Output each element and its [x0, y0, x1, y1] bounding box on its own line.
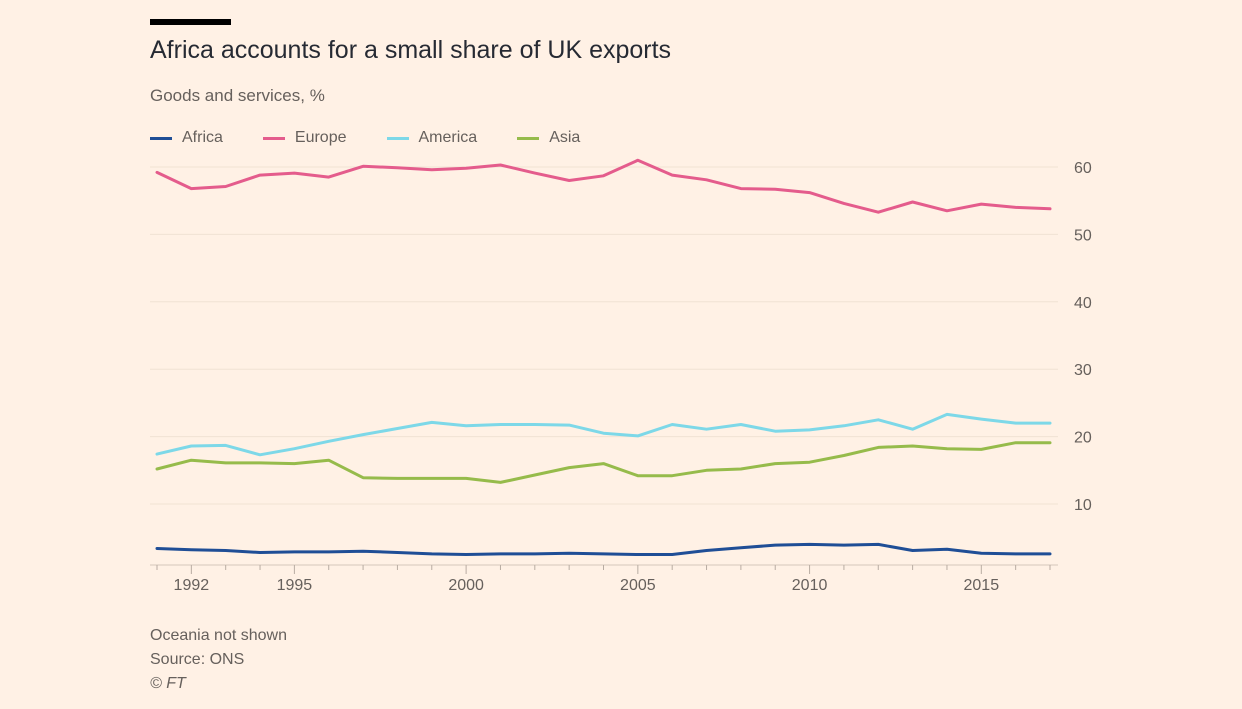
x-tick-label-2015: 2015 [964, 577, 1000, 594]
legend-swatch-asia [517, 136, 540, 140]
legend-swatch-europe [262, 136, 285, 140]
legend-item-america: America [386, 129, 478, 147]
y-tick-label-10: 10 [1074, 497, 1092, 514]
chart-legend: Africa Europe America Asia [150, 127, 620, 149]
accent-bar [150, 19, 231, 25]
legend-label-africa: Africa [182, 129, 223, 146]
chart-title: Africa accounts for a small share of UK … [150, 36, 672, 64]
series-line-europe [155, 158, 1052, 214]
legend-label-europe: Europe [294, 129, 347, 146]
chart-subtitle: Goods and services, % [150, 86, 325, 105]
footnote: Oceania not shown [150, 627, 287, 644]
legend-item-europe: Europe [262, 129, 347, 147]
y-tick-label-60: 60 [1074, 160, 1092, 177]
x-tick-label-2005: 2005 [620, 577, 656, 594]
legend-swatch-america [386, 136, 409, 140]
series-line-africa [155, 542, 1052, 556]
y-tick-label-30: 30 [1074, 362, 1092, 379]
series-line-america [155, 412, 1052, 457]
chart-footer: Oceania not shown Source: ONS © FT [150, 624, 287, 696]
x-tick-label-2000: 2000 [448, 577, 484, 594]
legend-label-america: America [418, 129, 478, 146]
x-tick-label-2010: 2010 [792, 577, 828, 594]
legend-label-asia: Asia [549, 129, 581, 146]
series-line-asia [155, 441, 1052, 484]
y-tick-label-50: 50 [1074, 227, 1092, 244]
y-tick-label-20: 20 [1074, 430, 1092, 447]
y-tick-label-40: 40 [1074, 295, 1092, 312]
source-note: Source: ONS [150, 651, 245, 668]
legend-swatch-africa [150, 136, 172, 140]
legend-item-asia: Asia [517, 129, 580, 147]
legend-item-africa: Africa [150, 129, 223, 147]
x-tick-label-1995: 1995 [277, 577, 313, 594]
x-tick-label-1992: 1992 [174, 577, 210, 594]
copyright-note: © FT [150, 675, 186, 692]
